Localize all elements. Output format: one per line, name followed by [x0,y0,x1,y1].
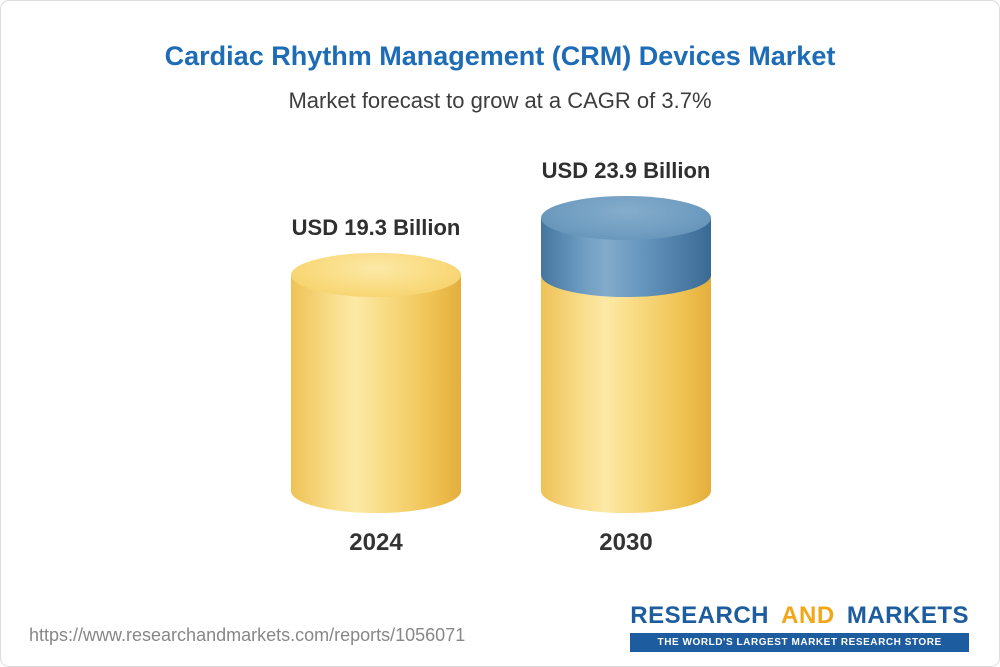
logo-word-markets: MARKETS [846,602,969,629]
research-and-markets-logo: RESEARCH AND MARKETS THE WORLD'S LARGEST… [630,602,969,652]
bar-2030-category-label: 2030 [599,529,653,556]
logo-wordmark: RESEARCH AND MARKETS [630,602,969,630]
chart-title: Cardiac Rhythm Management (CRM) Devices … [164,41,836,71]
report-url: https://www.researchandmarkets.com/repor… [29,625,466,645]
bar-2024-category-label: 2024 [349,529,403,556]
bar-2024-cap [291,253,461,297]
bar-2024-body [291,275,461,513]
bar-2030-base-body [541,275,711,513]
bar-2024-value-label: USD 19.3 Billion [291,215,461,240]
logo-word-research: RESEARCH [630,602,769,629]
chart-area: USD 19.3 Billion 2024 USD 23.9 Billion 2… [1,131,999,556]
logo-tagline: THE WORLD'S LARGEST MARKET RESEARCH STOR… [630,633,969,652]
logo-word-and: AND [781,602,835,629]
bar-2030-cap [541,196,711,240]
bar-2030-value-label: USD 23.9 Billion [541,158,711,183]
chart-subtitle: Market forecast to grow at a CAGR of 3.7… [288,88,712,113]
